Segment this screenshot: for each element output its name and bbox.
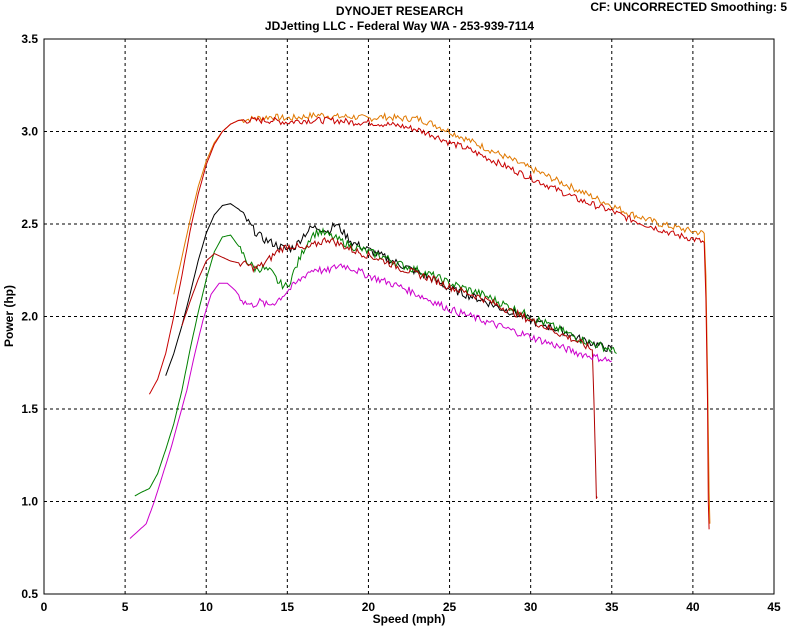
- x-axis-label: Speed (mph): [373, 612, 446, 626]
- series-line-6: [129, 263, 613, 539]
- x-tick-label: 40: [686, 600, 700, 614]
- series-line-1: [173, 111, 711, 524]
- x-tick-label: 25: [443, 600, 457, 614]
- series-line-5: [181, 236, 598, 499]
- x-tick-label: 20: [362, 600, 376, 614]
- y-tick-label: 1.0: [21, 495, 38, 509]
- y-tick-label: 3.5: [21, 32, 38, 46]
- series-group: [129, 111, 711, 539]
- x-tick-label: 5: [122, 600, 129, 614]
- y-tick-label: 2.5: [21, 217, 38, 231]
- y-tick-label: 0.5: [21, 587, 38, 601]
- x-tick-label: 30: [524, 600, 538, 614]
- chart-title: DYNOJET RESEARCH: [335, 4, 464, 18]
- y-tick-label: 2.0: [21, 310, 38, 324]
- x-tick-label: 0: [41, 600, 48, 614]
- correction-factor-label: CF: UNCORRECTED Smoothing: 5: [590, 0, 787, 14]
- x-tick-label: 45: [767, 600, 781, 614]
- y-axis-label: Power (hp): [2, 285, 16, 347]
- grid: [44, 39, 774, 594]
- tick-labels: 0 5 10 15 20 25 30 35 40 45 0.5 1.0 1.5 2.0 2.5 3.0 3.5: [21, 32, 781, 614]
- y-tick-label: 1.5: [21, 402, 38, 416]
- chart-subtitle: JDJetting LLC - Federal Way WA - 253-939…: [264, 19, 535, 33]
- x-tick-label: 10: [200, 600, 214, 614]
- series-line-3: [165, 203, 613, 376]
- series-line-2: [148, 116, 710, 530]
- x-tick-label: 15: [281, 600, 295, 614]
- plot-frame: [43, 38, 775, 595]
- series-line-4: [134, 227, 617, 497]
- x-tick-label: 35: [605, 600, 619, 614]
- y-tick-label: 3.0: [21, 125, 38, 139]
